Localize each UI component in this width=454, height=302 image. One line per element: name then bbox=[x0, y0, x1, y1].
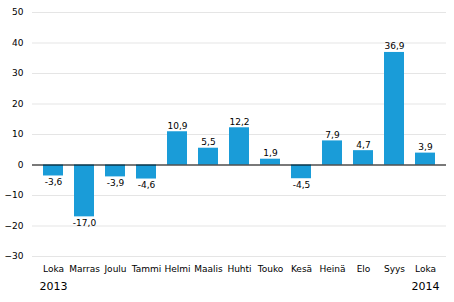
svg-text:1,9: 1,9 bbox=[263, 148, 278, 158]
svg-text:Loka: Loka bbox=[415, 264, 436, 274]
svg-text:0: 0 bbox=[18, 160, 24, 170]
svg-text:Marras: Marras bbox=[69, 264, 100, 274]
svg-text:Heinä: Heinä bbox=[319, 264, 345, 274]
svg-text:5,5: 5,5 bbox=[201, 137, 215, 147]
svg-text:-4,6: -4,6 bbox=[138, 180, 156, 190]
svg-text:Elo: Elo bbox=[357, 264, 371, 274]
svg-text:12,2: 12,2 bbox=[229, 117, 249, 127]
svg-text:Touko: Touko bbox=[257, 264, 284, 274]
svg-text:−10: −10 bbox=[5, 190, 24, 200]
svg-text:40: 40 bbox=[12, 38, 24, 48]
svg-text:-3,6: -3,6 bbox=[45, 177, 63, 187]
svg-text:Joulu: Joulu bbox=[103, 264, 126, 274]
svg-text:Maalis: Maalis bbox=[194, 264, 223, 274]
svg-text:7,9: 7,9 bbox=[325, 130, 340, 140]
svg-text:Helmi: Helmi bbox=[164, 264, 190, 274]
svg-text:Loka: Loka bbox=[43, 264, 64, 274]
svg-text:Syys: Syys bbox=[384, 264, 405, 274]
svg-text:50: 50 bbox=[12, 7, 24, 17]
svg-text:2014: 2014 bbox=[412, 280, 440, 293]
svg-text:20: 20 bbox=[12, 99, 24, 109]
svg-text:Huhti: Huhti bbox=[227, 264, 251, 274]
svg-text:−30: −30 bbox=[5, 251, 24, 261]
svg-text:Tammi: Tammi bbox=[131, 264, 162, 274]
svg-text:10,9: 10,9 bbox=[167, 121, 187, 131]
svg-text:36,9: 36,9 bbox=[384, 41, 404, 51]
svg-text:Kesä: Kesä bbox=[291, 264, 312, 274]
svg-text:-4,5: -4,5 bbox=[293, 180, 311, 190]
svg-text:30: 30 bbox=[12, 68, 24, 78]
svg-text:-17,0: -17,0 bbox=[73, 218, 97, 228]
svg-text:4,7: 4,7 bbox=[356, 140, 370, 150]
svg-text:−20: −20 bbox=[5, 221, 24, 231]
svg-text:2013: 2013 bbox=[40, 280, 68, 293]
svg-text:-3,9: -3,9 bbox=[107, 178, 125, 188]
svg-text:3,9: 3,9 bbox=[418, 142, 433, 152]
svg-text:10: 10 bbox=[12, 129, 24, 139]
